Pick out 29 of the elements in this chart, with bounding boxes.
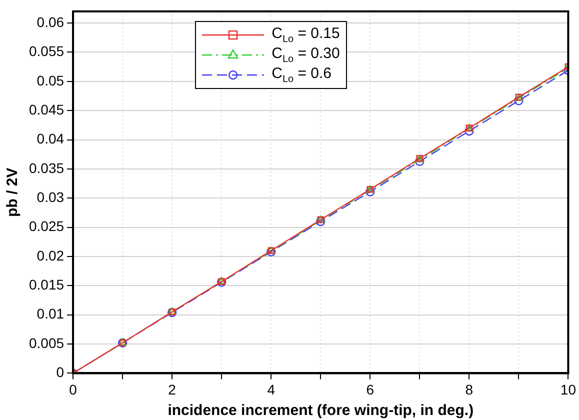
x-tick-label: 2 bbox=[168, 381, 176, 398]
x-tick-label: 8 bbox=[465, 381, 474, 398]
point bbox=[415, 156, 424, 166]
x-tick-label: 6 bbox=[366, 381, 374, 398]
y-tick-label: 0.005 bbox=[28, 334, 64, 351]
y-tick-label: 0.015 bbox=[28, 276, 64, 293]
y-tick-label: 0.02 bbox=[36, 247, 64, 264]
x-tick-label: 10 bbox=[560, 381, 576, 398]
y-tick-label: 0.045 bbox=[28, 101, 64, 118]
point bbox=[316, 216, 326, 226]
y-tick-label: 0.05 bbox=[36, 72, 64, 88]
y-tick-label: 0.01 bbox=[36, 306, 64, 322]
x-tick-label: 4 bbox=[267, 381, 276, 398]
y-tick-label: 0.04 bbox=[36, 130, 64, 147]
y-tick-label: 0.055 bbox=[28, 43, 64, 60]
point bbox=[366, 187, 375, 196]
x-axis-title: incidence increment (fore wing-tip, in deg.) bbox=[168, 402, 474, 420]
y-axis-title: pb / 2V bbox=[4, 168, 22, 217]
legend-label: C$_{Lo}$ = 0.6 bbox=[272, 65, 332, 86]
y-tick-label: 0.025 bbox=[28, 218, 64, 234]
y-tick-label: 0 bbox=[56, 364, 64, 380]
y-tick-label: 0.03 bbox=[36, 188, 64, 205]
x-tick-label: 0 bbox=[69, 381, 78, 398]
y-tick-label: 0.035 bbox=[28, 160, 64, 176]
point bbox=[464, 126, 474, 136]
y-tick-label: 0.06 bbox=[36, 14, 64, 30]
legend-label: C$_{Lo}$ = 0.30 bbox=[272, 45, 340, 66]
point bbox=[514, 96, 524, 106]
legend-label: C$_{Lo}$ = 0.15 bbox=[272, 25, 340, 46]
